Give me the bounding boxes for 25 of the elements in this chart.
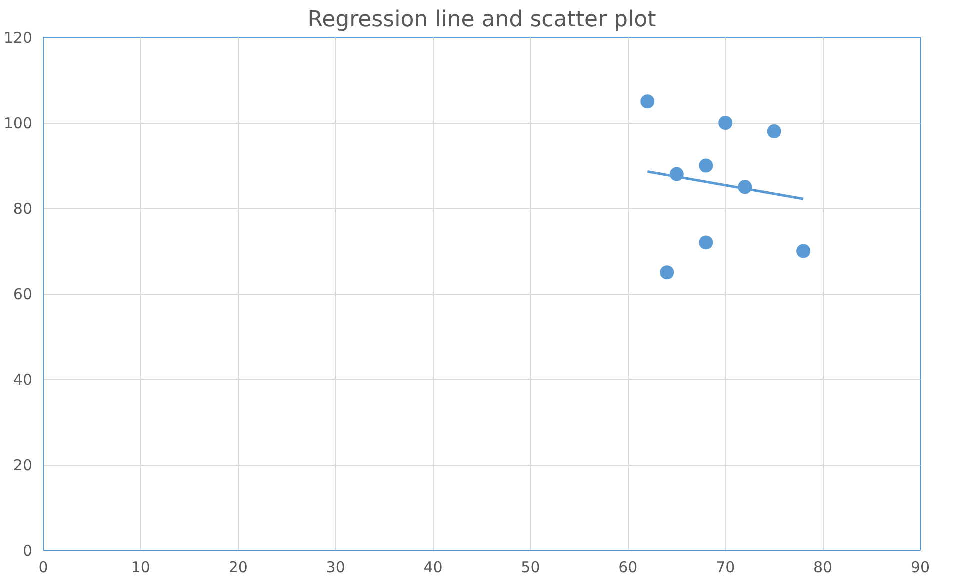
point <box>699 158 714 173</box>
y-tick-label: 80 <box>13 200 33 218</box>
x-tick-label: 0 <box>38 558 48 576</box>
point <box>718 116 733 130</box>
point <box>796 244 811 258</box>
point <box>660 266 674 280</box>
x-tick-label: 70 <box>716 558 736 576</box>
y-tick-label: 40 <box>13 371 33 389</box>
x-tick-label: 40 <box>424 558 443 576</box>
chart-title: Regression line and scatter plot <box>308 8 657 32</box>
x-tick-label: 30 <box>326 558 346 576</box>
point <box>699 236 714 250</box>
y-tick-label: 100 <box>4 114 33 132</box>
x-tick-label: 90 <box>910 558 930 576</box>
x-tick-label: 10 <box>131 558 150 576</box>
y-tick-label: 120 <box>4 29 33 47</box>
x-tick-label: 20 <box>228 558 248 576</box>
y-tick-label: 0 <box>22 542 33 560</box>
x-tick-label: 80 <box>814 558 833 576</box>
point <box>767 124 782 139</box>
x-tick-label: 50 <box>521 558 540 576</box>
y-tick-label: 60 <box>13 286 33 304</box>
point <box>640 94 655 109</box>
x-tick-label: 60 <box>618 558 638 576</box>
y-tick-label: 20 <box>13 456 33 474</box>
